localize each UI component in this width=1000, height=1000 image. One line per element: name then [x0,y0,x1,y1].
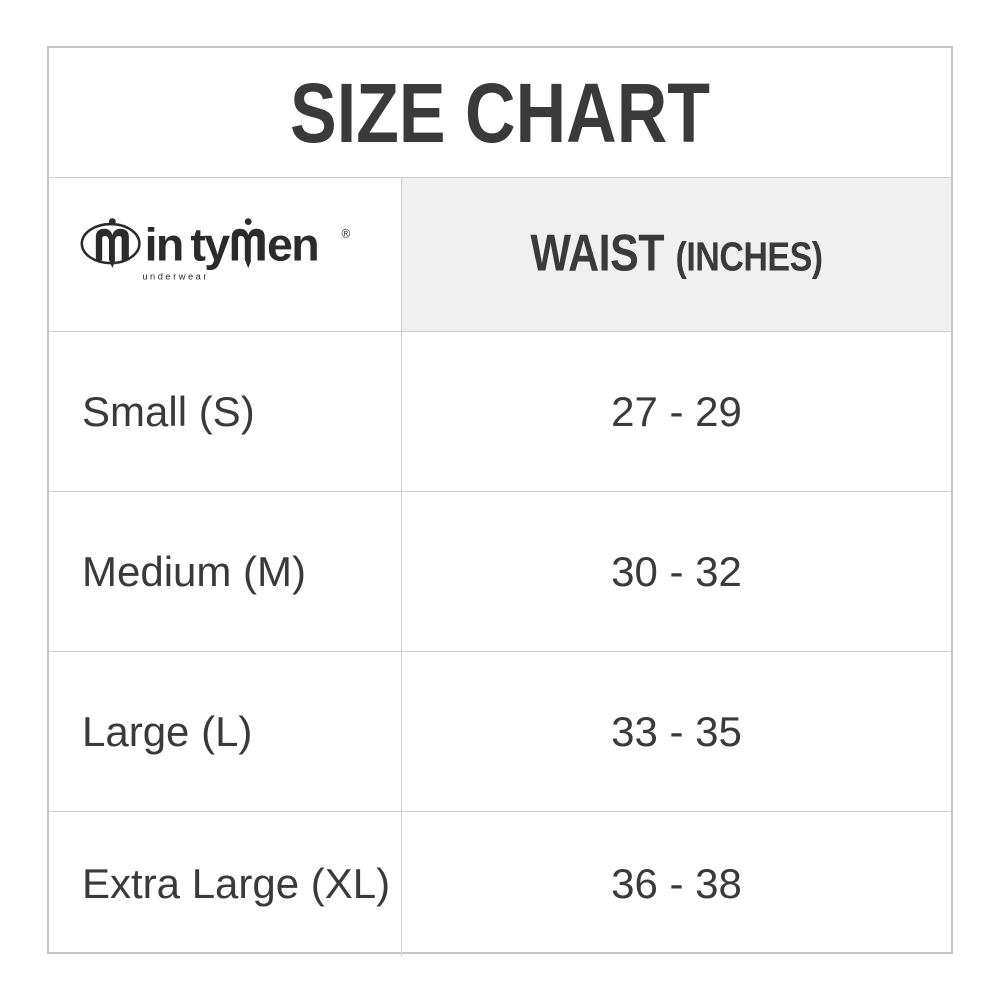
svg-text:ty: ty [190,218,230,270]
svg-text:in: in [145,218,183,270]
svg-text:®: ® [341,226,350,240]
svg-text:underwear: underwear [142,272,209,281]
svg-text:en: en [267,218,318,270]
